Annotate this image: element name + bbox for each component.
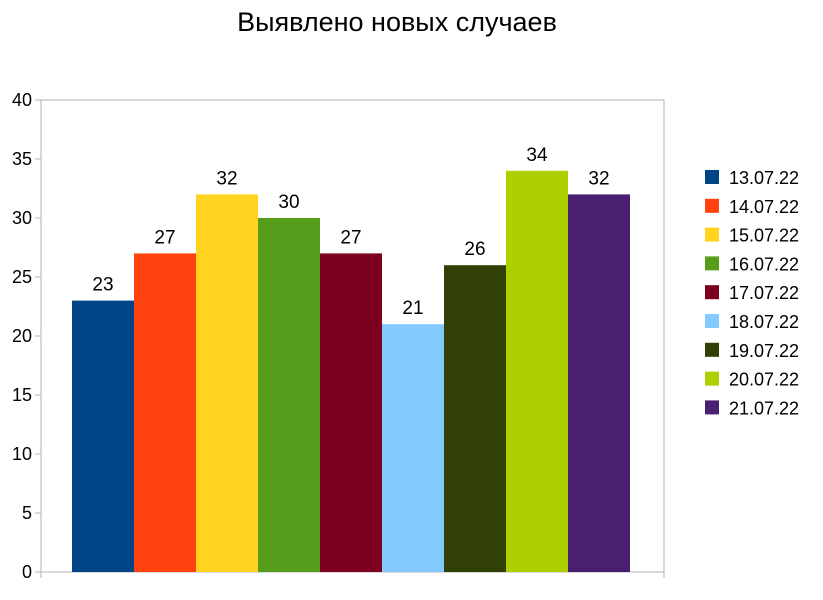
legend-label: 17.07.22 [729, 283, 799, 303]
y-tick-label: 40 [12, 90, 32, 110]
legend-label: 19.07.22 [729, 341, 799, 361]
bar [320, 253, 382, 572]
bar [196, 194, 258, 572]
bar [382, 324, 444, 572]
legend-label: 13.07.22 [729, 168, 799, 188]
legend-label: 16.07.22 [729, 254, 799, 274]
y-tick-label: 5 [22, 503, 32, 523]
legend-swatch [705, 256, 719, 271]
bar [72, 300, 134, 572]
legend-swatch [705, 285, 719, 300]
data-label: 23 [92, 275, 113, 296]
y-tick-label: 10 [12, 444, 32, 464]
data-label: 26 [464, 239, 485, 260]
bar [134, 253, 196, 572]
legend-label: 14.07.22 [729, 197, 799, 217]
legend-label: 20.07.22 [729, 370, 799, 390]
legend-swatch [705, 314, 719, 328]
bar [506, 170, 568, 573]
data-label: 27 [154, 227, 175, 248]
chart-title: Выявлено новых случаев [237, 7, 557, 37]
bar [568, 194, 630, 572]
legend-swatch [705, 227, 719, 242]
legend-swatch [705, 198, 719, 213]
chart-bars [72, 170, 630, 573]
y-tick-label: 25 [12, 267, 32, 287]
data-label: 32 [216, 168, 237, 189]
legend: 13.07.22 14.07.22 15.07.22 16.07.22 17.07.22… [705, 168, 799, 418]
legend-swatch [705, 371, 719, 386]
bar [444, 265, 506, 572]
y-tick-label: 35 [12, 149, 32, 169]
y-tick-label: 30 [12, 208, 32, 228]
data-label: 32 [588, 168, 609, 189]
data-label: 27 [340, 227, 361, 248]
data-labels: 23 27 32 30 27 21 26 34 32 [92, 145, 609, 319]
bar [258, 218, 320, 572]
data-label: 21 [402, 298, 423, 319]
data-label: 34 [526, 145, 548, 166]
legend-label: 18.07.22 [729, 312, 799, 332]
data-label: 30 [278, 192, 299, 213]
y-tick-label: 0 [22, 562, 32, 582]
legend-swatch [705, 400, 719, 415]
y-tick-label: 15 [12, 385, 32, 405]
y-tick-label: 20 [12, 326, 32, 346]
legend-label: 15.07.22 [729, 226, 799, 246]
legend-label: 21.07.22 [729, 398, 799, 418]
legend-swatch [705, 342, 719, 357]
legend-swatch [705, 170, 719, 184]
